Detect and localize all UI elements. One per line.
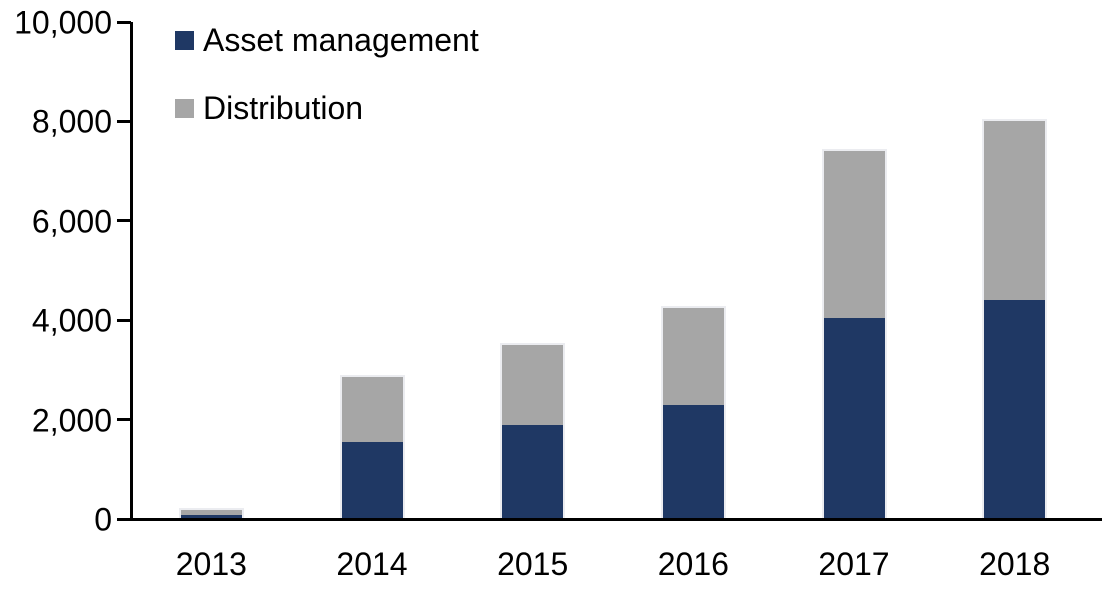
y-axis-tick-label: 4,000 (31, 302, 112, 339)
bar-group-2015 (500, 343, 566, 519)
bar-group-2013 (178, 508, 244, 519)
bar-group-2014 (339, 374, 405, 519)
y-axis-tick-label: 0 (94, 501, 112, 538)
x-axis-tick-label-2016: 2016 (657, 546, 729, 582)
x-axis-tick-label-2013: 2013 (175, 546, 247, 582)
legend-entry-distribution: Distribution (175, 89, 479, 126)
bar-segment-asset-management-2014 (341, 441, 403, 519)
bar-segment-asset-management-2013 (180, 515, 242, 519)
y-axis-line (130, 22, 133, 521)
bar-group-2016 (660, 305, 726, 519)
x-axis-tick-label-2018: 2018 (979, 546, 1051, 582)
bar-segment-distribution-2014 (341, 376, 403, 442)
legend-swatch-icon (175, 31, 194, 51)
x-axis-tick-label-2014: 2014 (336, 546, 408, 582)
y-axis-tick-label: 2,000 (31, 402, 112, 439)
y-axis-tick-label: 6,000 (31, 203, 112, 240)
legend-entry-asset-management: Asset management (175, 22, 479, 58)
x-axis-tick-label-2015: 2015 (497, 546, 569, 582)
y-axis-tick-mark (117, 318, 131, 322)
x-axis-tick-label-2017: 2017 (818, 546, 890, 582)
y-axis-tick-mark (117, 219, 131, 223)
y-axis-tick-mark (117, 119, 131, 123)
bar-group-2018 (982, 119, 1048, 519)
bar-segment-distribution-2015 (502, 345, 564, 425)
bar-segment-asset-management-2016 (662, 404, 724, 519)
legend-swatch-icon (175, 98, 194, 118)
y-axis-tick-label: 10,000 (14, 4, 112, 41)
y-axis-tick-mark (117, 418, 131, 422)
bar-segment-asset-management-2015 (502, 424, 564, 519)
bar-segment-asset-management-2018 (984, 300, 1046, 519)
bar-segment-asset-management-2017 (823, 317, 885, 519)
bar-segment-distribution-2013 (180, 510, 242, 516)
bar-group-2017 (821, 149, 887, 519)
bar-segment-distribution-2016 (662, 307, 724, 405)
y-axis-tick-mark (117, 20, 131, 24)
y-axis-tick-label: 8,000 (31, 103, 112, 140)
bar-segment-distribution-2017 (823, 151, 885, 318)
chart-legend: Asset management Distribution (175, 22, 479, 126)
legend-label: Asset management (203, 22, 479, 58)
legend-label: Distribution (203, 89, 364, 126)
bar-segment-distribution-2018 (984, 121, 1046, 301)
x-axis-line (117, 518, 1102, 521)
